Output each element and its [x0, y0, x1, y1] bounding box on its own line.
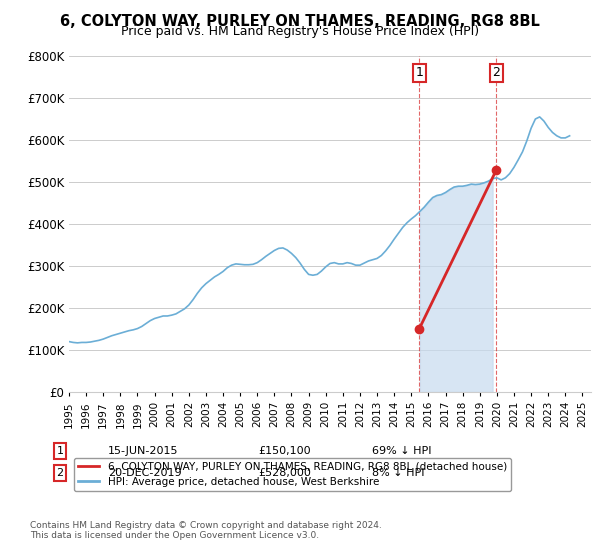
Text: 15-JUN-2015: 15-JUN-2015 — [108, 446, 179, 456]
Text: £528,000: £528,000 — [258, 468, 311, 478]
Text: 20-DEC-2019: 20-DEC-2019 — [108, 468, 182, 478]
Text: 1: 1 — [415, 66, 423, 79]
Text: 1: 1 — [56, 446, 64, 456]
Text: 2: 2 — [492, 66, 500, 79]
Legend: 6, COLYTON WAY, PURLEY ON THAMES, READING, RG8 8BL (detached house), HPI: Averag: 6, COLYTON WAY, PURLEY ON THAMES, READIN… — [74, 458, 511, 491]
Text: 8% ↓ HPI: 8% ↓ HPI — [372, 468, 425, 478]
Text: £150,100: £150,100 — [258, 446, 311, 456]
Text: Contains HM Land Registry data © Crown copyright and database right 2024.
This d: Contains HM Land Registry data © Crown c… — [30, 521, 382, 540]
Text: 69% ↓ HPI: 69% ↓ HPI — [372, 446, 431, 456]
Text: 2: 2 — [56, 468, 64, 478]
Text: 6, COLYTON WAY, PURLEY ON THAMES, READING, RG8 8BL: 6, COLYTON WAY, PURLEY ON THAMES, READIN… — [60, 14, 540, 29]
Text: Price paid vs. HM Land Registry's House Price Index (HPI): Price paid vs. HM Land Registry's House … — [121, 25, 479, 38]
